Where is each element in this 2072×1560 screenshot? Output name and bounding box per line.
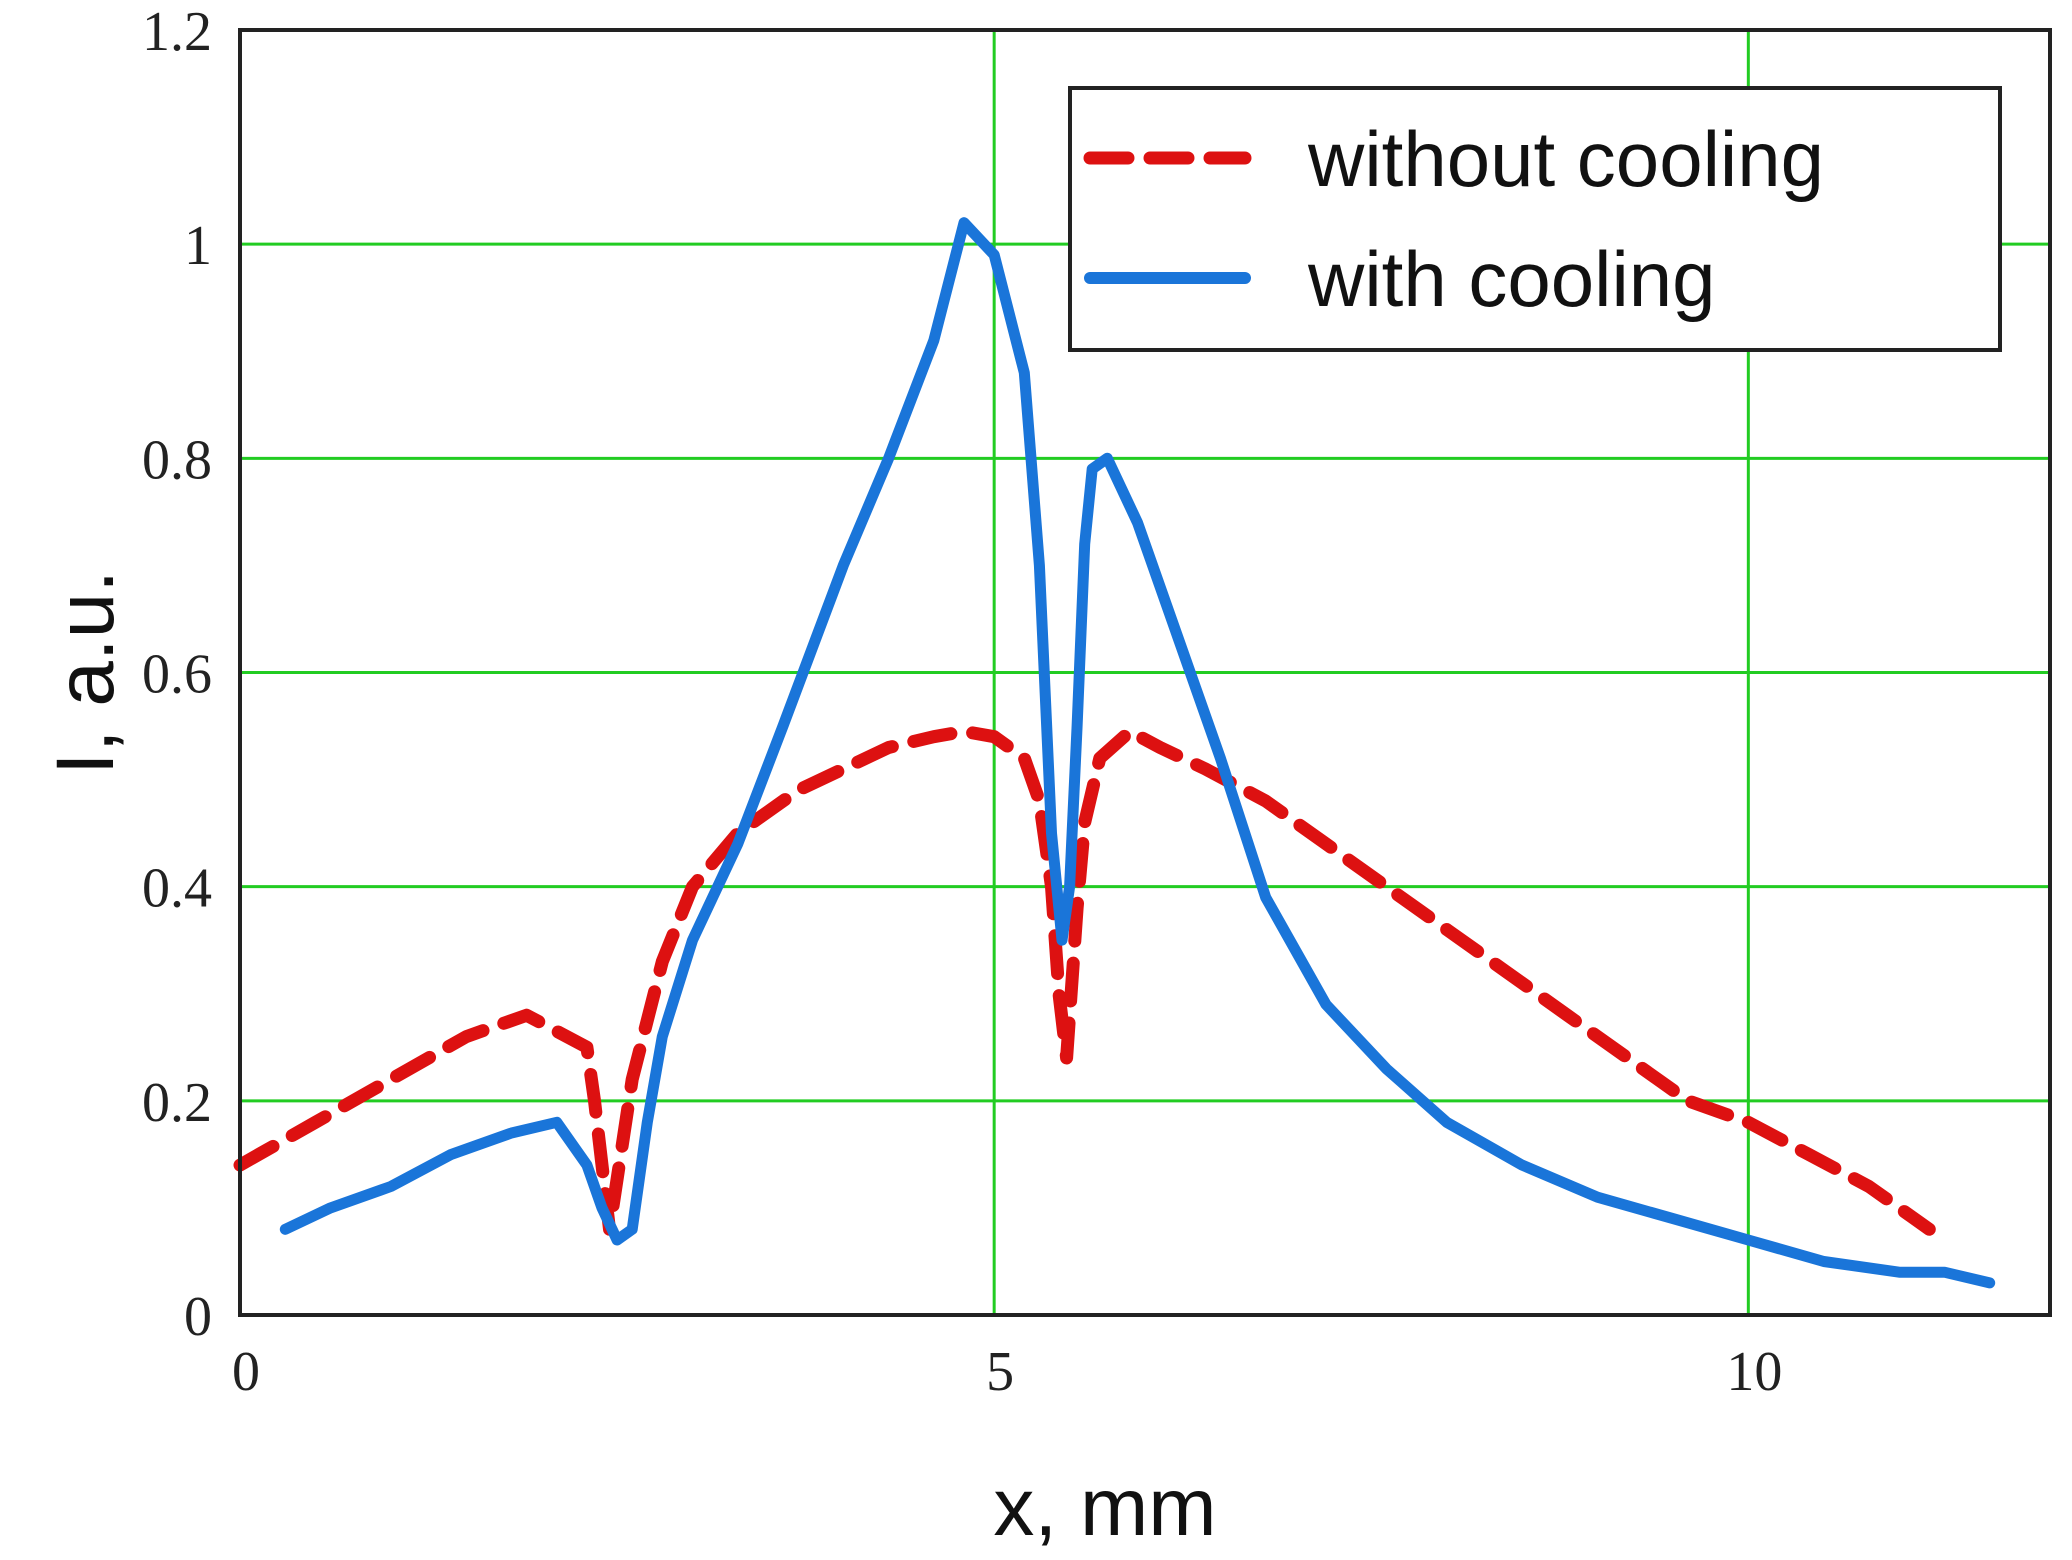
y-tick-label: 0.8	[142, 429, 212, 491]
x-axis-label: x, mm	[993, 1462, 1216, 1553]
series-layer	[233, 217, 1996, 1289]
y-tick-label: 0.2	[142, 1072, 212, 1134]
y-axis-label: I, a.u.	[40, 570, 131, 775]
x-tick-label: 5	[986, 1341, 1014, 1403]
x-tick-label: 10	[1726, 1341, 1782, 1403]
x-tick-label: 0	[232, 1341, 260, 1403]
y-tick-label: 1.2	[142, 1, 212, 63]
y-tick-label: 1	[184, 215, 212, 277]
legend-label-with-cooling: with cooling	[1307, 235, 1716, 323]
y-tick-label: 0.4	[142, 858, 212, 920]
legend: without cooling with cooling	[1068, 86, 2002, 352]
plot-frame	[238, 28, 2052, 1317]
grid-layer	[240, 30, 2050, 1315]
tick-labels: 0 0.2 0.4 0.6 0.8 1 1.2 0 5 10	[142, 1, 1782, 1403]
legend-box	[1068, 86, 2002, 352]
y-tick-label: 0.6	[142, 644, 212, 706]
series-line-with-cooling	[279, 217, 1996, 1289]
y-tick-label: 0	[184, 1286, 212, 1348]
legend-label-without-cooling: without cooling	[1307, 115, 1824, 203]
